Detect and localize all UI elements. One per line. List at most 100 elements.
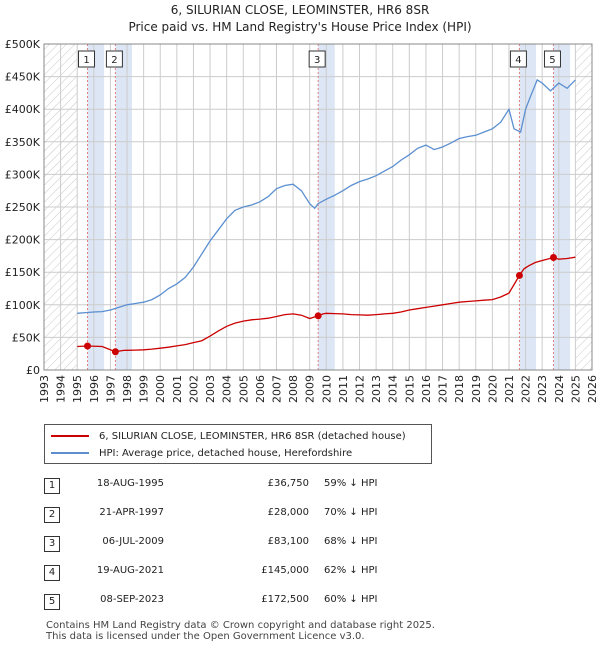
x-tick-label: 1999	[138, 375, 151, 403]
sale-number: 5	[44, 594, 60, 610]
sale-price: £172,500	[261, 594, 309, 605]
sale-price: £28,000	[267, 507, 309, 518]
y-tick-label: £300K	[5, 168, 41, 181]
x-tick-label: 2010	[320, 375, 333, 403]
chart-subtitle: Price paid vs. HM Land Registry's House …	[128, 20, 472, 34]
sale-row: 1 18-AUG-1995 £36,750 59% ↓ HPI	[44, 470, 464, 499]
sales-table: 1 18-AUG-1995 £36,750 59% ↓ HPI 2 21-APR…	[44, 470, 464, 615]
sale-date: 21-APR-1997	[99, 507, 164, 518]
legend-item-red: 6, SILURIAN CLOSE, LEOMINSTER, HR6 8SR (…	[51, 428, 406, 444]
sale-number: 1	[44, 478, 60, 494]
hpi-series-line	[77, 78, 576, 314]
sale-row: 3 06-JUL-2009 £83,100 68% ↓ HPI	[44, 528, 464, 557]
x-tick-label: 2026	[586, 375, 599, 403]
sale-number: 2	[44, 507, 60, 523]
sale-marker-box	[308, 50, 326, 68]
x-tick-label: 2004	[221, 375, 234, 403]
legend-item-blue: HPI: Average price, detached house, Here…	[51, 445, 352, 461]
x-tick-label: 2016	[420, 375, 433, 403]
sale-hpi-diff: 68% ↓ HPI	[324, 536, 378, 547]
sale-number: 4	[44, 565, 60, 581]
x-tick-label: 2025	[569, 375, 582, 403]
x-tick-label: 2014	[387, 375, 400, 403]
y-tick-label: £200K	[5, 234, 41, 247]
x-tick-label: 2005	[237, 375, 250, 403]
sale-date: 19-AUG-2021	[96, 565, 164, 576]
sale-date: 06-JUL-2009	[102, 536, 164, 547]
sale-marker-label: 4	[515, 55, 521, 66]
x-tick-label: 2019	[470, 375, 483, 403]
sale-marker-label: 1	[83, 55, 89, 66]
sale-marker-box	[509, 50, 527, 68]
red-line-swatch	[51, 435, 89, 437]
x-tick-label: 2008	[287, 375, 300, 403]
sale-hpi-diff: 59% ↓ HPI	[324, 478, 378, 489]
sale-marker-dot	[515, 271, 523, 279]
x-tick-label: 1993	[38, 375, 51, 403]
x-tick-label: 2009	[304, 375, 317, 403]
sale-hpi-diff: 70% ↓ HPI	[324, 507, 378, 518]
sale-price: £83,100	[267, 536, 309, 547]
y-tick-label: £450K	[5, 71, 41, 84]
sale-number: 3	[44, 536, 60, 552]
sale-marker-box	[543, 50, 561, 68]
legend-label-blue: HPI: Average price, detached house, Here…	[99, 447, 353, 459]
sale-price: £145,000	[261, 565, 309, 576]
price-chart: 1 2 3 4 5 £0 £50K £100K £150K £200K £250K £300K £350…	[5, 38, 599, 403]
y-tick-label: £250K	[5, 201, 41, 214]
y-tick-label: £0	[26, 364, 40, 377]
footer-copyright: Contains HM Land Registry data © Crown c…	[46, 620, 435, 631]
sale-marker-dot	[111, 348, 119, 356]
x-tick-label: 2017	[437, 375, 450, 403]
x-tick-label: 2021	[503, 375, 516, 403]
x-tick-label: 2022	[520, 375, 533, 403]
sale-price: £36,750	[267, 478, 309, 489]
sale-marker-dot	[549, 254, 557, 262]
y-tick-label: £400K	[5, 103, 41, 116]
sale-marker-box	[105, 50, 123, 68]
x-tick-label: 2024	[553, 375, 566, 403]
y-tick-label: £150K	[5, 266, 41, 279]
sale-marker-label: 3	[314, 55, 320, 66]
y-tick-label: £350K	[5, 136, 41, 149]
footer-license: This data is licensed under the Open Gov…	[46, 631, 365, 642]
x-tick-label: 2012	[354, 375, 367, 403]
x-tick-label: 1995	[71, 375, 84, 403]
legend: 6, SILURIAN CLOSE, LEOMINSTER, HR6 8SR (…	[44, 424, 432, 464]
x-tick-label: 1994	[55, 375, 68, 403]
plot-frame	[43, 43, 593, 371]
sale-marker-label: 5	[549, 55, 555, 66]
footer: Contains HM Land Registry data © Crown c…	[46, 620, 435, 642]
sale-marker-dot	[84, 342, 92, 350]
price-series-line	[77, 256, 576, 353]
x-tick-label: 2020	[486, 375, 499, 403]
x-tick-label: 2013	[370, 375, 383, 403]
sale-hpi-diff: 60% ↓ HPI	[324, 594, 378, 605]
sale-marker-box	[78, 50, 96, 68]
sale-date: 08-SEP-2023	[100, 594, 164, 605]
x-tick-label: 2015	[403, 375, 416, 403]
x-tick-label: 1998	[121, 375, 134, 403]
x-tick-label: 2011	[337, 375, 350, 403]
sale-row: 4 19-AUG-2021 £145,000 62% ↓ HPI	[44, 557, 464, 586]
legend-label-red: 6, SILURIAN CLOSE, LEOMINSTER, HR6 8SR (…	[99, 430, 406, 442]
x-tick-label: 2018	[453, 375, 466, 403]
y-tick-label: £50K	[12, 331, 41, 344]
sale-hpi-diff: 62% ↓ HPI	[324, 565, 378, 576]
x-tick-label: 1996	[88, 375, 101, 403]
x-tick-label: 2023	[536, 375, 549, 403]
x-tick-label: 2006	[254, 375, 267, 403]
sale-row: 5 08-SEP-2023 £172,500 60% ↓ HPI	[44, 586, 464, 615]
x-tick-label: 2007	[270, 375, 283, 403]
y-tick-label: £500K	[5, 38, 41, 51]
blue-line-swatch	[51, 452, 89, 454]
x-tick-label: 2000	[154, 375, 167, 403]
sale-row: 2 21-APR-1997 £28,000 70% ↓ HPI	[44, 499, 464, 528]
x-tick-label: 1997	[104, 375, 117, 403]
chart-title: 6, SILURIAN CLOSE, LEOMINSTER, HR6 8SR	[170, 3, 430, 17]
sale-date: 18-AUG-1995	[96, 478, 164, 489]
x-tick-label: 2001	[171, 375, 184, 403]
x-tick-label: 2003	[204, 375, 217, 403]
sale-marker-dot	[314, 312, 322, 320]
y-tick-label: £100K	[5, 299, 41, 312]
